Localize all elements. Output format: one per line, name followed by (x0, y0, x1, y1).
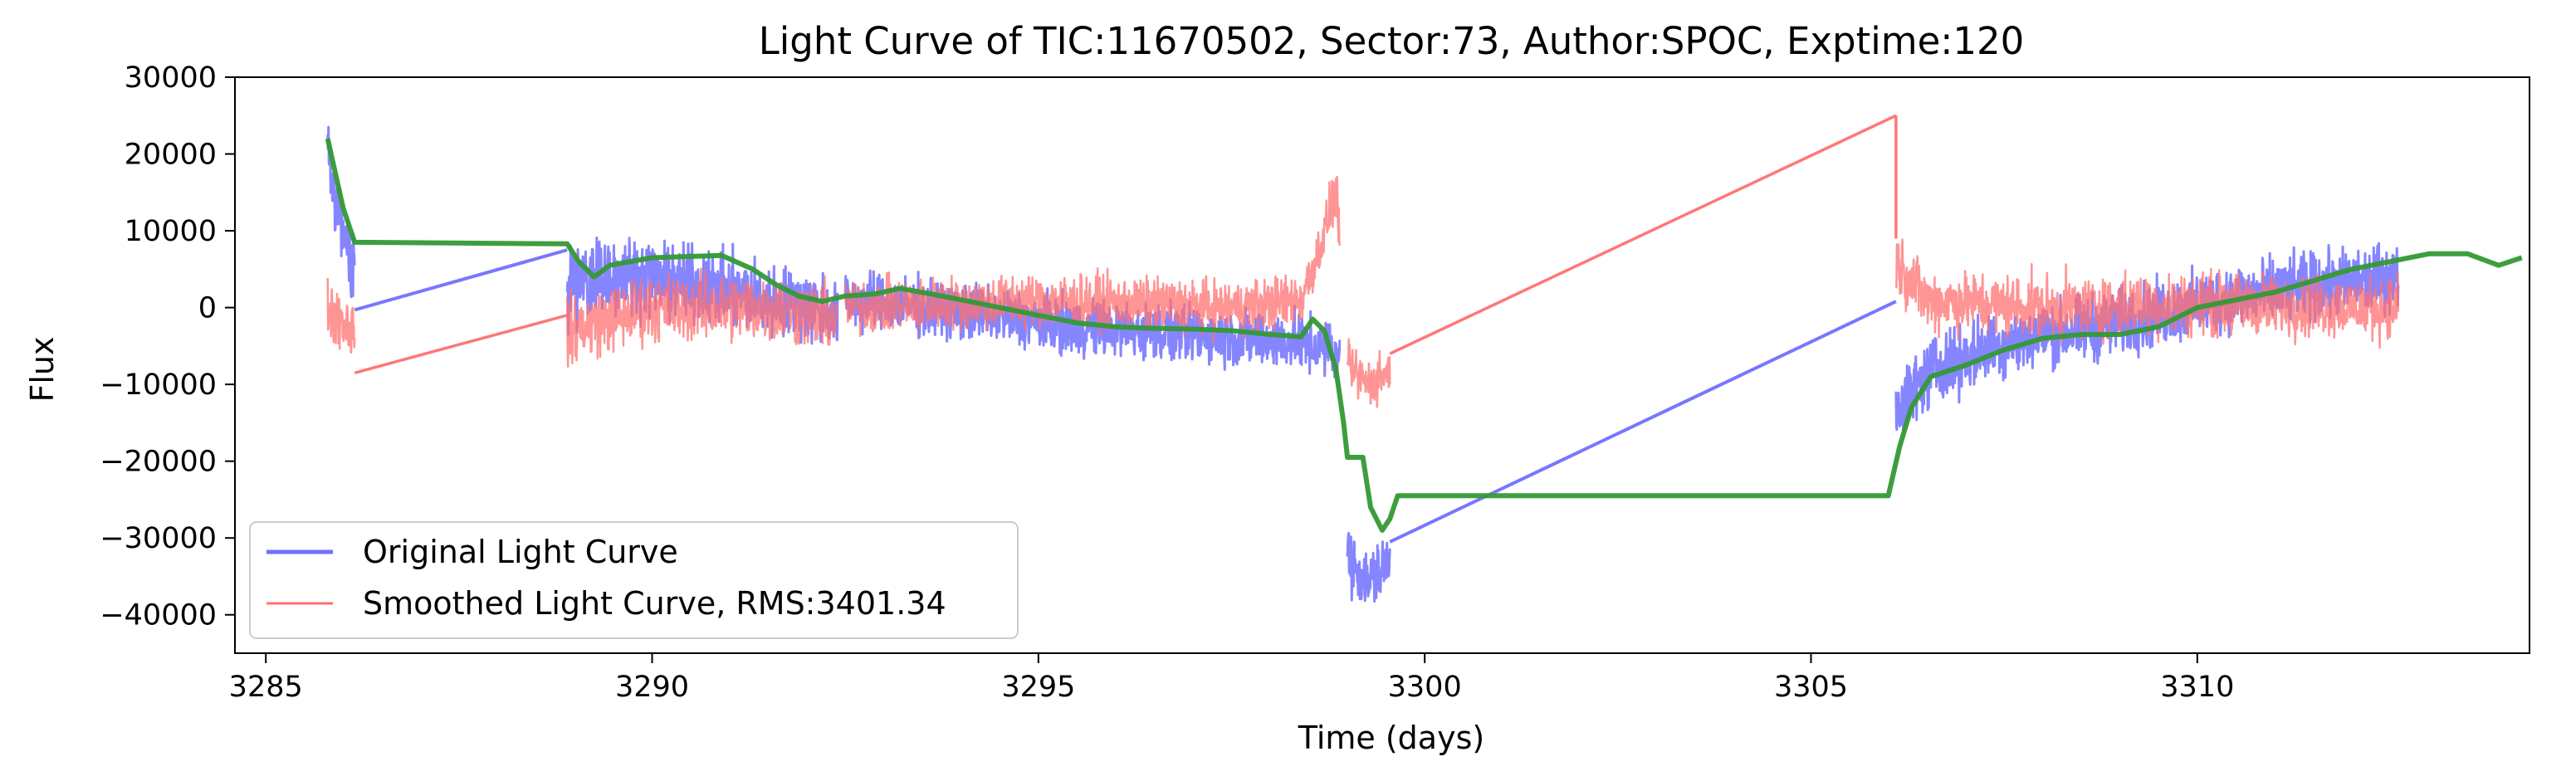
legend-box (249, 521, 1019, 639)
x-axis-label: Time (days) (1298, 720, 1484, 756)
y-tick-label: −30000 (100, 522, 217, 555)
chart-title: Light Curve of TIC:11670502, Sector:73, … (759, 19, 2025, 63)
y-tick-label: 30000 (125, 61, 217, 95)
x-tick-label: 3295 (1001, 671, 1075, 704)
x-tick-label: 3310 (2160, 671, 2234, 704)
smoothed-light-curve-segment (326, 278, 356, 354)
x-tick-label: 3300 (1388, 671, 1462, 704)
y-tick-label: 20000 (125, 139, 217, 172)
legend-smoothed-label: Smoothed Light Curve, RMS:3401.34 (363, 585, 946, 622)
original-light-curve-segment (843, 269, 1342, 381)
x-tick-label: 3285 (229, 671, 303, 704)
y-axis-ticks: 30000 20000 10000 0 −10000 −20000 −30000 −40000 (100, 61, 235, 632)
plot-area-frame (234, 76, 2530, 654)
y-tick-label: 0 (198, 292, 217, 325)
y-tick-label: −40000 (100, 599, 217, 632)
x-axis-ticks: 3285 3290 3295 3300 3305 3310 (229, 653, 2234, 704)
smoothed-light-curve-gap-line (354, 314, 568, 374)
legend: Original Light Curve Smoothed Light Curv… (249, 521, 1019, 639)
original-light-curve-gap-line (1389, 300, 1897, 544)
smoothed-light-curve-gap-line (1389, 114, 1897, 355)
y-tick-label: −10000 (100, 369, 217, 402)
y-tick-label: −20000 (100, 446, 217, 479)
x-tick-label: 3305 (1774, 671, 1848, 704)
x-tick-label: 3290 (615, 671, 689, 704)
smoothed-light-curve-segment (1894, 238, 2400, 349)
original-light-curve-gap-line (354, 248, 568, 312)
plot-data-layer (325, 114, 2523, 603)
smoothed-light-curve-segment (1346, 338, 1391, 408)
trend-line (325, 138, 2523, 533)
original-light-curve-segment (1346, 531, 1391, 603)
smoothed-light-curve-segment (565, 267, 839, 369)
legend-original-label: Original Light Curve (363, 534, 678, 570)
y-tick-label: 10000 (125, 215, 217, 248)
smoothed-light-curve-segment (843, 175, 1342, 344)
original-light-curve-segment (326, 125, 356, 299)
y-axis-label: Flux (24, 337, 61, 403)
